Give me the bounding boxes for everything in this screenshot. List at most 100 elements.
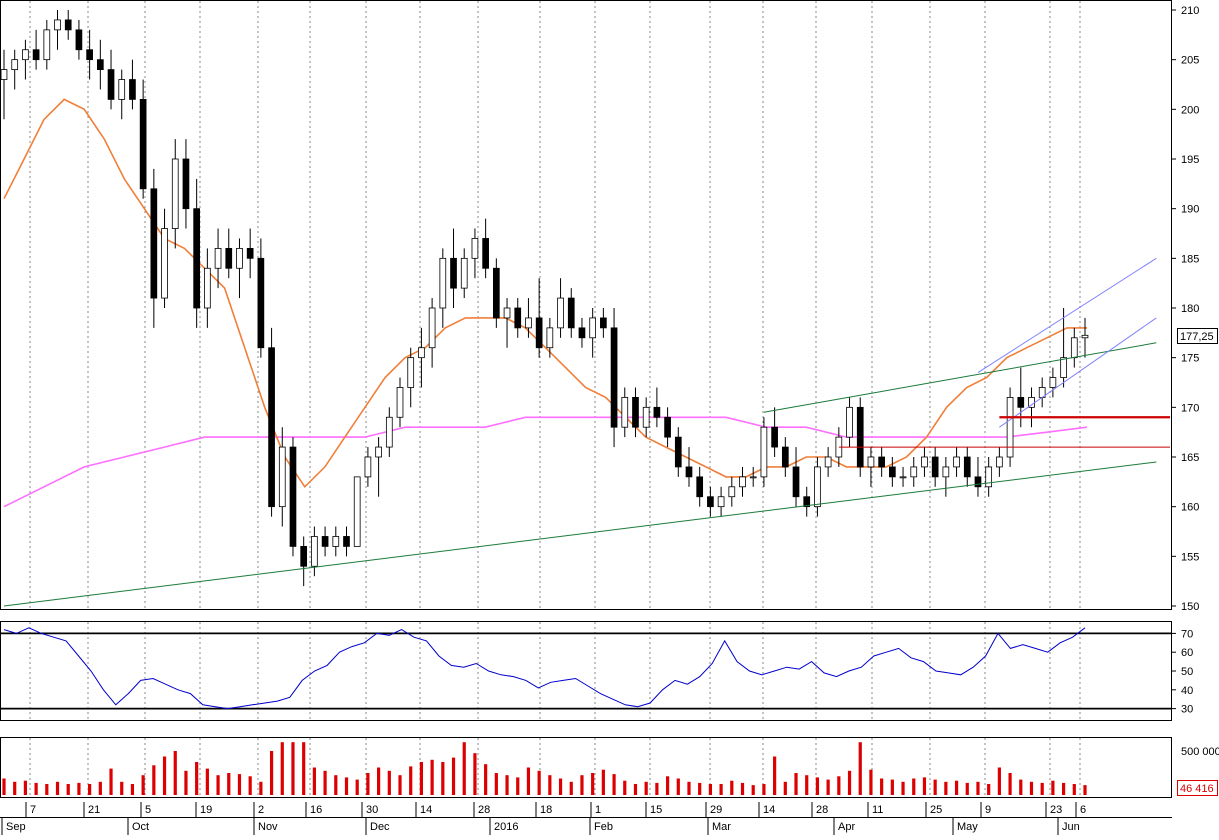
candle-body xyxy=(150,188,158,299)
candle xyxy=(546,317,554,358)
volume-bar xyxy=(77,782,81,795)
candle xyxy=(139,79,147,199)
volume-bar xyxy=(537,770,541,795)
ma-long-line xyxy=(3,416,1088,508)
candle-body xyxy=(899,476,907,479)
day-label: 18 xyxy=(540,804,552,816)
day-label: 6 xyxy=(1080,804,1086,816)
vertical-gridlines xyxy=(29,1,1081,797)
candle-body xyxy=(278,446,286,508)
candle xyxy=(86,29,93,80)
candle-body xyxy=(653,406,661,418)
volume-bar xyxy=(591,773,595,795)
volume-bar xyxy=(783,781,787,795)
candle-body xyxy=(161,228,168,299)
volume-bar xyxy=(45,784,49,795)
candle xyxy=(685,447,693,487)
price-tick-label: 210 xyxy=(1181,5,1199,17)
candle-body xyxy=(856,406,864,468)
candle-body xyxy=(450,257,457,289)
candle xyxy=(214,228,222,289)
candle-body xyxy=(792,466,800,498)
ma-short-line xyxy=(3,98,1087,489)
candle xyxy=(492,258,500,328)
candle-body xyxy=(621,396,629,428)
volume-axis: 500 000 xyxy=(1181,746,1219,758)
candle-body xyxy=(600,317,607,329)
month-label: Mar xyxy=(712,821,731,833)
price-panel-frame xyxy=(0,0,1172,610)
candle-body xyxy=(685,466,693,478)
candle-body xyxy=(963,456,971,478)
candle-body xyxy=(728,486,736,498)
candle xyxy=(353,476,361,547)
candle xyxy=(974,457,982,497)
candle xyxy=(610,308,618,448)
volume-bar xyxy=(237,774,242,795)
candle xyxy=(75,19,83,60)
candle-body xyxy=(22,49,29,61)
candle-body xyxy=(86,49,93,61)
candle-body xyxy=(546,327,554,349)
candle xyxy=(278,427,286,527)
candle xyxy=(450,228,457,308)
candle-body xyxy=(578,327,586,339)
volume-bar xyxy=(580,775,584,795)
volume-bar xyxy=(419,762,424,795)
ma-short-layer xyxy=(3,98,1087,489)
candle xyxy=(54,10,61,50)
candle-body xyxy=(289,446,297,547)
candle-body xyxy=(107,69,115,100)
volume-bar xyxy=(173,751,177,795)
volume-bar xyxy=(13,781,17,795)
volume-bar xyxy=(869,769,873,795)
volume-bar xyxy=(698,782,702,795)
candle-body xyxy=(739,476,746,488)
volume-bar xyxy=(655,782,659,795)
candle-body xyxy=(974,476,982,488)
candle xyxy=(129,59,136,110)
price-tick-label: 205 xyxy=(1181,55,1199,67)
rsi-tick-label: 70 xyxy=(1181,628,1193,640)
candle xyxy=(824,447,832,477)
candle xyxy=(439,248,447,328)
candle-body xyxy=(300,546,308,567)
candle-body xyxy=(535,317,543,349)
volume-bar xyxy=(837,776,841,795)
candle xyxy=(193,178,200,328)
candle-body xyxy=(696,476,704,498)
candle xyxy=(739,466,746,497)
volume-bar xyxy=(398,775,402,795)
last-price-label: 177,25 xyxy=(1180,331,1214,343)
candle xyxy=(11,49,19,90)
candle xyxy=(921,447,928,477)
candle-body xyxy=(632,396,639,428)
last-price-badge: 177,25 xyxy=(1177,328,1218,344)
candle xyxy=(846,397,853,448)
month-label: Sep xyxy=(6,821,26,833)
candle xyxy=(385,407,393,457)
candle-body xyxy=(182,158,190,210)
candle xyxy=(514,298,522,338)
volume-bar xyxy=(548,775,552,795)
candle xyxy=(1049,367,1057,398)
month-label: Feb xyxy=(594,821,613,833)
candle-body xyxy=(525,317,532,329)
candle xyxy=(43,19,51,70)
volume-bar xyxy=(248,776,252,795)
volume-bar xyxy=(526,767,531,795)
candle xyxy=(407,347,415,408)
candle xyxy=(889,457,896,487)
volume-bar xyxy=(558,778,563,795)
volume-bar xyxy=(569,781,573,795)
candle xyxy=(674,427,682,477)
candle-body xyxy=(428,307,436,349)
price-tick-label: 165 xyxy=(1181,452,1199,464)
candle xyxy=(0,49,8,120)
candle xyxy=(22,39,29,80)
volume-bar xyxy=(826,779,830,795)
candle xyxy=(996,447,1003,477)
day-label: 28 xyxy=(816,804,828,816)
